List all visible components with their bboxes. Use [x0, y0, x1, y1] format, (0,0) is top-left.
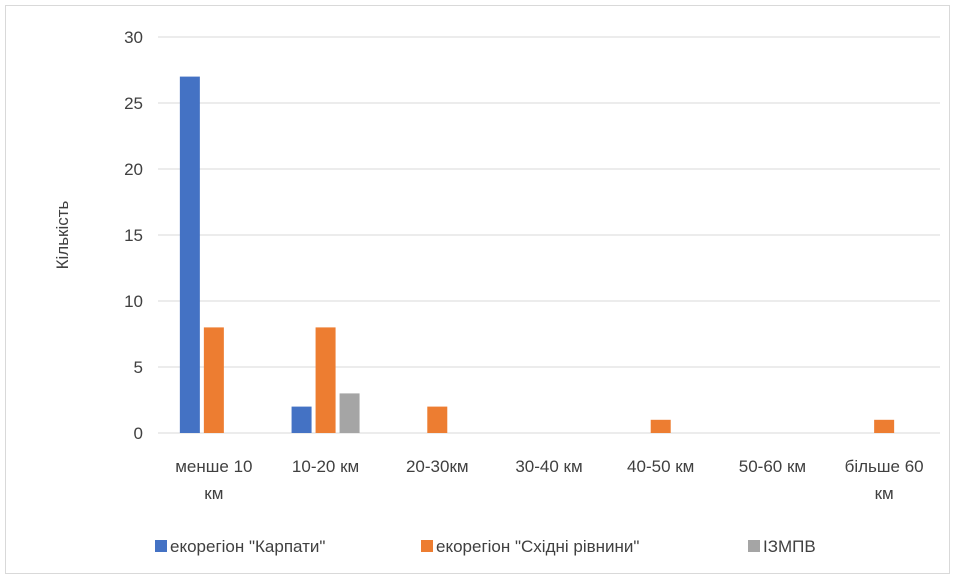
y-tick-label: 15 — [124, 226, 143, 245]
x-tick-label: більше 60 — [845, 457, 924, 476]
x-tick-label: км — [204, 484, 223, 503]
y-axis-ticks: 0 5 10 15 20 25 30 — [124, 28, 143, 443]
bar — [291, 406, 312, 433]
legend-swatch — [155, 540, 167, 552]
y-tick-label: 20 — [124, 160, 143, 179]
legend-label: ІЗМПВ — [763, 537, 816, 556]
bar — [315, 327, 336, 433]
bar — [203, 327, 224, 433]
legend-swatch — [421, 540, 433, 552]
x-tick-label: 30-40 км — [515, 457, 582, 476]
legend-swatch — [748, 540, 760, 552]
x-tick-label: 10-20 км — [292, 457, 359, 476]
chart-frame — [5, 5, 950, 574]
bar — [427, 406, 448, 433]
legend: екорегіон "Карпати" екорегіон "Східні рів… — [155, 537, 816, 556]
gridlines — [158, 36, 940, 434]
x-tick-label: км — [875, 484, 894, 503]
y-tick-label: 0 — [134, 424, 143, 443]
bars — [179, 76, 895, 433]
x-tick-label: 40-50 км — [627, 457, 694, 476]
bar — [650, 419, 671, 433]
bar — [339, 393, 360, 433]
y-tick-label: 5 — [134, 358, 143, 377]
legend-label: екорегіон "Східні рівнини" — [436, 537, 639, 556]
y-tick-label: 25 — [124, 94, 143, 113]
y-tick-label: 30 — [124, 28, 143, 47]
y-tick-label: 10 — [124, 292, 143, 311]
bar — [874, 419, 895, 433]
x-axis-labels: менше 10 км 10-20 км 20-30км 30-40 км 40-50 к… — [175, 457, 923, 503]
bar — [179, 76, 200, 433]
x-tick-label: 50-60 км — [739, 457, 806, 476]
x-tick-label: менше 10 — [175, 457, 252, 476]
x-tick-label: 20-30км — [406, 457, 469, 476]
y-axis-title: Кількість — [53, 200, 72, 269]
legend-label: екорегіон "Карпати" — [170, 537, 325, 556]
